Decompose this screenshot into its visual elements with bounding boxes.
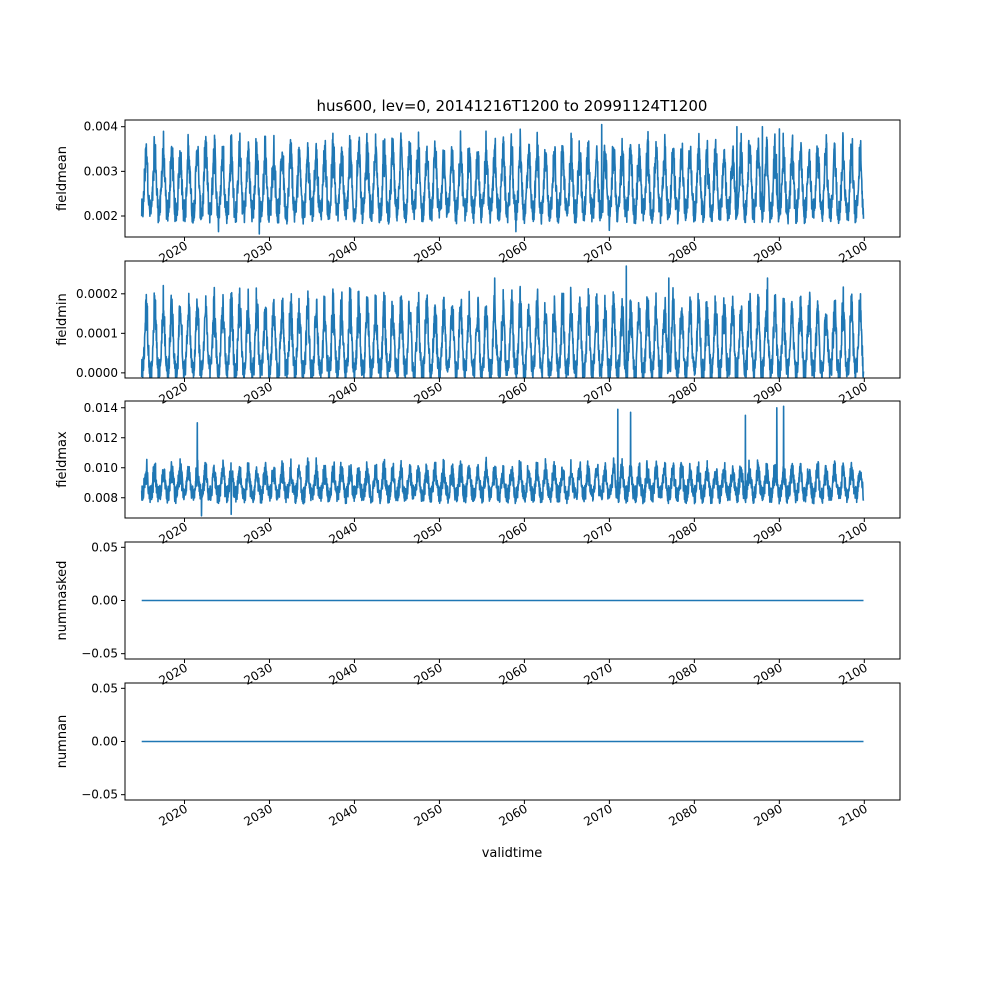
y-tick-label: 0.008 xyxy=(84,491,118,505)
axes-frame xyxy=(124,400,901,519)
y-axis-label: nummasked xyxy=(55,561,70,641)
series-line-fieldmax xyxy=(140,405,865,517)
y-tick-label: 0.0001 xyxy=(76,326,118,340)
axes-frame xyxy=(124,119,901,238)
y-tick-label: 0.004 xyxy=(84,120,118,134)
y-axis-label: fieldmax xyxy=(55,431,70,488)
y-tick-label: 0.0000 xyxy=(76,366,118,380)
axes-frame xyxy=(124,260,901,379)
y-tick-label: 0.010 xyxy=(84,461,118,475)
y-axis-label: fieldmean xyxy=(55,146,70,211)
y-tick-label: 0.002 xyxy=(84,209,118,223)
figure-title: hus600, lev=0, 20141216T1200 to 20991124… xyxy=(317,97,708,115)
y-tick-label: 0.0002 xyxy=(76,287,118,301)
x-axis-label: validtime xyxy=(482,846,543,861)
y-tick-label: 0.003 xyxy=(84,164,118,178)
series-line-fieldmean xyxy=(140,123,865,235)
y-axis-label: numnan xyxy=(55,715,70,769)
series-line-fieldmin xyxy=(140,265,865,378)
y-tick-label: 0.00 xyxy=(91,594,118,608)
y-tick-label: 0.05 xyxy=(91,540,118,554)
y-tick-label: 0.00 xyxy=(91,735,118,749)
y-tick-label: 0.014 xyxy=(84,401,118,415)
y-tick-label: 0.012 xyxy=(84,431,118,445)
y-tick-label: −0.05 xyxy=(81,647,118,661)
y-axis-label: fieldmin xyxy=(55,293,70,346)
y-tick-label: −0.05 xyxy=(81,788,118,802)
y-tick-label: 0.05 xyxy=(91,681,118,695)
